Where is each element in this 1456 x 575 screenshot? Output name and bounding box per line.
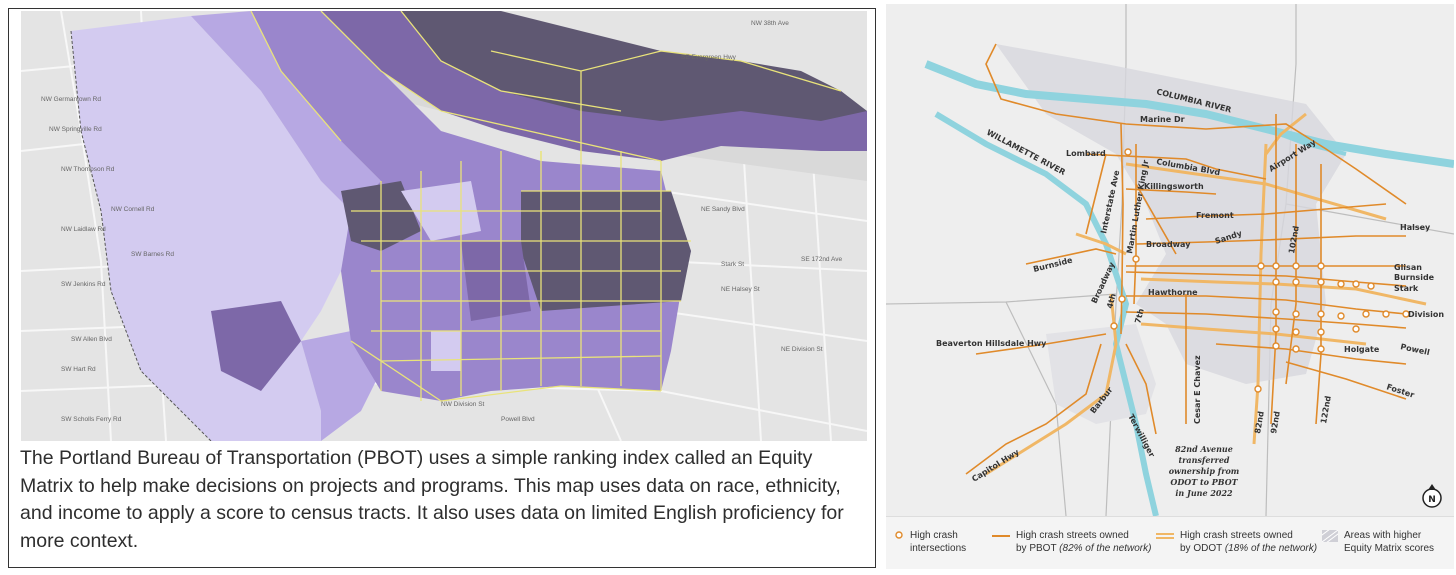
- label-interstate-ave: Interstate Ave: [1099, 169, 1121, 234]
- pbot-streets: [965, 43, 1407, 475]
- legend-equity-line2: Equity Matrix scores: [1344, 543, 1435, 554]
- label-marine-dr: Marine Dr: [1140, 115, 1185, 124]
- equity-area-south: [1046, 324, 1156, 424]
- label-halsey: Halsey: [1400, 223, 1431, 232]
- equity-tract-region: [461, 241, 531, 321]
- annotation-line-5: in June 2022: [1175, 488, 1233, 498]
- label-7th: 7th: [1133, 307, 1146, 324]
- label-powell: Powell: [1400, 342, 1431, 357]
- legend-odot: High crash streets owned by ODOT (18% of …: [1156, 529, 1317, 555]
- street-labels: SE Evergreen Hwy NW 38th Ave NW Germanto…: [41, 20, 842, 423]
- north-arrow-icon: N: [1422, 484, 1442, 508]
- equity-matrix-panel: SE Evergreen Hwy NW 38th Ave NW Germanto…: [8, 8, 876, 568]
- equity-tract-region: [301, 331, 381, 441]
- label-ne-division: SE 172nd Ave: [801, 256, 842, 263]
- high-crash-network-map[interactable]: COLUMBIA RIVER WILLAMETTE RIVER Marine D…: [886, 4, 1454, 516]
- label-springville: NW Springville Rd: [49, 126, 102, 133]
- annotation-line-2: transferred: [1178, 455, 1229, 465]
- map-legend: High crash intersections High crash stree…: [886, 516, 1454, 569]
- legend-odot-by: by ODOT: [1180, 543, 1225, 554]
- label-division: Stark St: [721, 261, 744, 268]
- label-powell: NE Halsey St: [721, 286, 760, 293]
- annotation-line-1: 82nd Avenue: [1175, 444, 1233, 454]
- label-germantown: NW Germantown Rd: [41, 96, 101, 103]
- crash-intersections: [1110, 148, 1410, 393]
- label-burnside-east: Burnside: [1394, 273, 1435, 282]
- odot-streets: [985, 112, 1427, 476]
- label-division: Division: [1408, 310, 1444, 319]
- transfer-annotation: 82nd Avenue transferred ownership from O…: [1169, 444, 1240, 498]
- label-king: Powell Blvd: [501, 416, 535, 423]
- equity-area-icon: [1322, 530, 1338, 542]
- pbot-line-icon: [992, 535, 1010, 537]
- equity-tract-region: [521, 191, 691, 311]
- intersection-marker-icon: [895, 531, 903, 539]
- legend-pbot-line1: High crash streets owned: [1016, 530, 1129, 541]
- label-jenkins: SW Jenkins Rd: [61, 281, 106, 288]
- city-border: [70, 30, 212, 441]
- label-allen: SW Allen Blvd: [71, 336, 112, 343]
- label-hawthorne: Hawthorne: [1148, 288, 1198, 297]
- label-barnes: SW Barnes Rd: [131, 251, 174, 258]
- annotation-line-3: ownership from: [1169, 466, 1240, 476]
- label-stark: NE Sandy Blvd: [701, 206, 745, 213]
- odot-line-icon: [1156, 533, 1174, 539]
- equity-matrix-map[interactable]: SE Evergreen Hwy NW 38th Ave NW Germanto…: [21, 11, 867, 441]
- label-scholls: SW Scholls Ferry Rd: [61, 416, 122, 423]
- willamette-river: [934, 111, 1159, 516]
- crash-map-svg: COLUMBIA RIVER WILLAMETTE RIVER Marine D…: [886, 4, 1454, 516]
- label-glisan: Glisan: [1394, 263, 1422, 272]
- label-killingsworth: Killingsworth: [1144, 182, 1204, 191]
- tract-boundaries: [250, 11, 842, 402]
- high-crash-network-panel: COLUMBIA RIVER WILLAMETTE RIVER Marine D…: [886, 4, 1454, 569]
- equity-tract-region: [431, 331, 461, 371]
- label-laidlaw: NW Laidlaw Rd: [61, 226, 106, 233]
- label-82nd: 82nd: [1253, 410, 1266, 434]
- label-evergreen: SE Evergreen Hwy: [681, 54, 737, 61]
- label-johnson-creek: NW Division St: [441, 401, 485, 408]
- label-cesar-chavez: Cesar E Chavez: [1193, 355, 1202, 424]
- legend-intersections: High crash intersections: [894, 529, 966, 555]
- map-caption: The Portland Bureau of Transportation (P…: [20, 447, 844, 552]
- annotation-line-4: ODOT to PBOT: [1170, 477, 1238, 487]
- legend-equity-line1: Areas with higher: [1344, 530, 1422, 541]
- equity-map-svg: SE Evergreen Hwy NW 38th Ave NW Germanto…: [21, 11, 867, 441]
- legend-intersections-line1: High crash: [910, 530, 958, 541]
- columbia-river: [924, 60, 1454, 168]
- label-fremont: Fremont: [1196, 211, 1234, 220]
- label-cornell: NW Cornell Rd: [111, 206, 155, 213]
- label-122nd: 122nd: [1319, 395, 1333, 425]
- label-lombard: Lombard: [1066, 149, 1106, 158]
- legend-odot-line1: High crash streets owned: [1180, 530, 1293, 541]
- label-38th: NW 38th Ave: [751, 20, 789, 27]
- label-thompson: NW Thompson Rd: [61, 166, 115, 173]
- legend-pbot: High crash streets owned by PBOT (82% of …: [992, 529, 1151, 555]
- label-beaverton-hillsdale: Beaverton Hillsdale Hwy: [936, 339, 1047, 348]
- label-hart: SW Hart Rd: [61, 366, 96, 373]
- legend-odot-note: (18% of the network): [1224, 543, 1318, 554]
- label-4th: 4th: [1105, 292, 1118, 309]
- legend-intersections-line2: intersections: [910, 543, 967, 554]
- legend-pbot-by: by PBOT: [1016, 543, 1060, 554]
- legend-equity: Areas with higher Equity Matrix scores: [1322, 529, 1434, 555]
- equity-tract-region: [211, 301, 301, 391]
- label-broadway: Broadway: [1146, 240, 1191, 249]
- label-holgate: Holgate: [1344, 345, 1380, 354]
- label-stark: Stark: [1394, 284, 1419, 293]
- svg-text:N: N: [1428, 495, 1436, 505]
- label-regner: NE Division St: [781, 346, 823, 353]
- equity-tract-region: [191, 11, 381, 211]
- legend-pbot-note: (82% of the network): [1059, 543, 1152, 554]
- label-92nd: 92nd: [1269, 410, 1282, 434]
